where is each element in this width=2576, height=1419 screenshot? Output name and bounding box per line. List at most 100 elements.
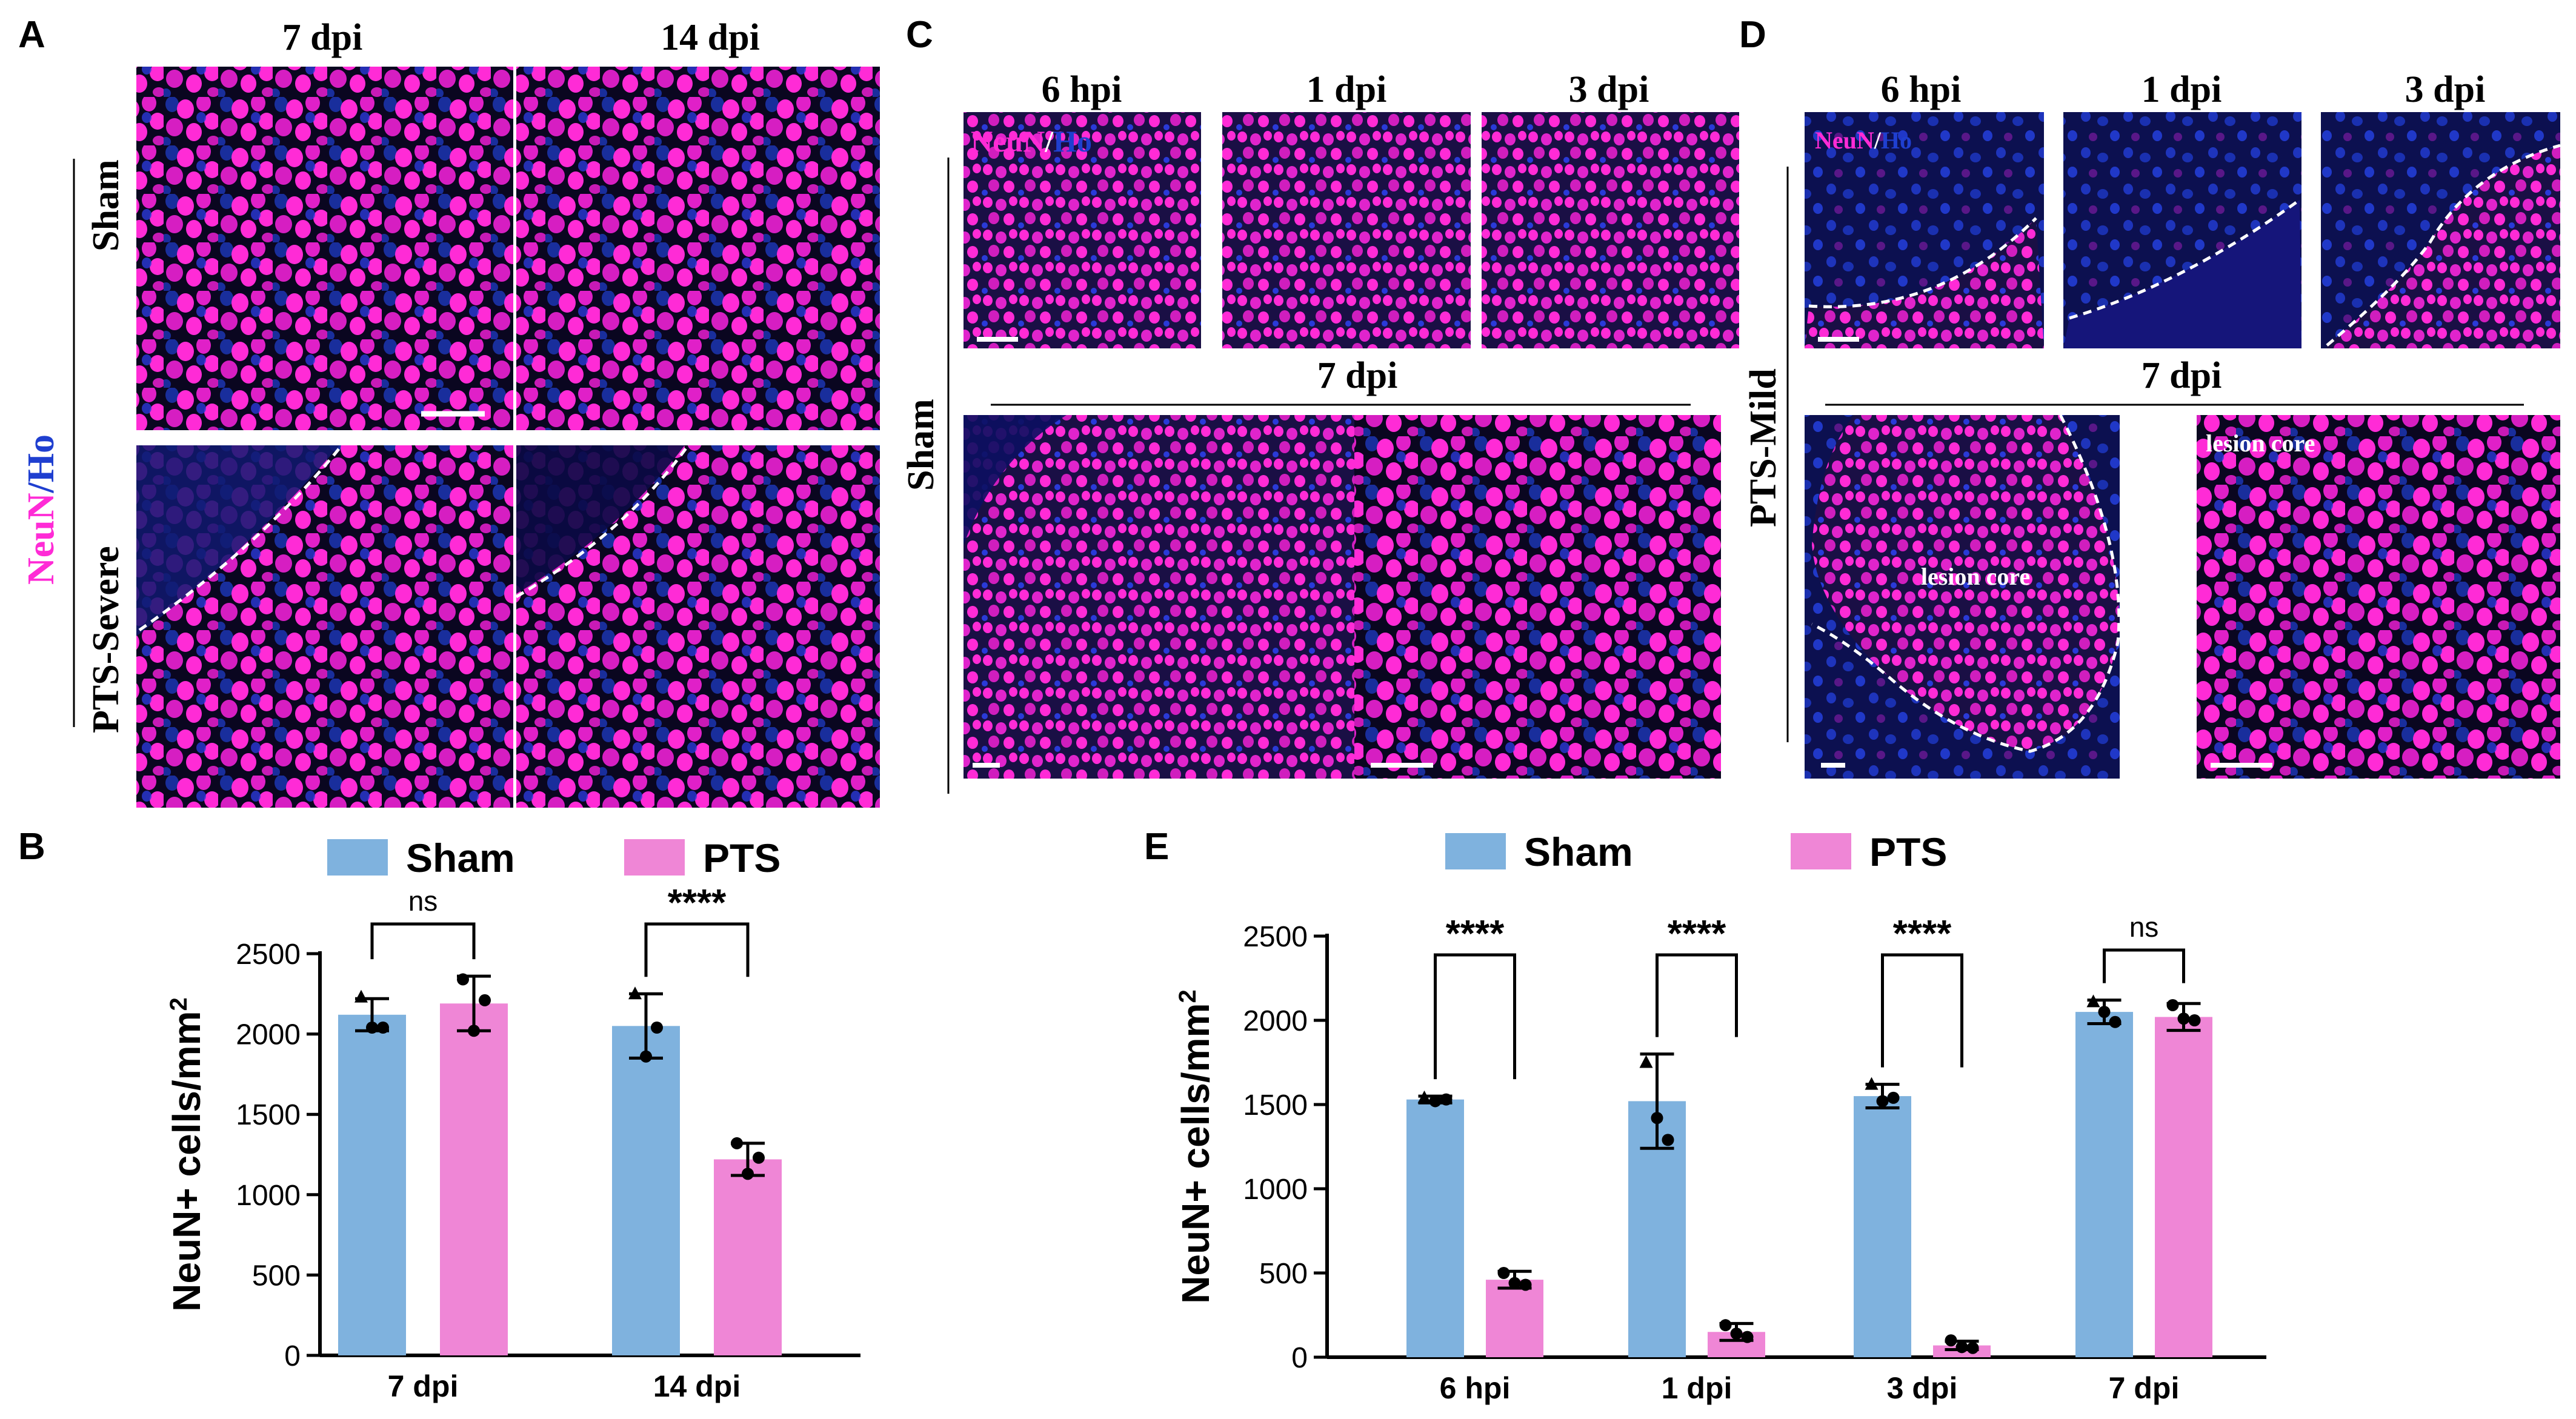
y-tick-label: 500 (1259, 1258, 1308, 1290)
data-point (651, 1021, 663, 1034)
panel-c-title-1dpi: 1 dpi (1306, 69, 1387, 110)
y-tick-label: 1500 (236, 1099, 301, 1131)
micrograph-d-7dpi-lesion-core-area (1812, 415, 2119, 751)
x-tick-label: 3 dpi (1887, 1371, 1958, 1405)
panel-c: C 6 hpi 1 dpi 3 dpi NeuN/Ho Sham 7 dpi (900, 14, 1739, 794)
panel-c-neun: NeuN (971, 124, 1045, 158)
micrograph-c-6hpi (964, 112, 1201, 348)
lesion-border-d-6hpi (1808, 217, 2037, 308)
x-tick-label: 7 dpi (388, 1369, 459, 1403)
significance-label: **** (1668, 913, 1726, 955)
data-point (1429, 1095, 1442, 1108)
panel-c-title-3dpi: 3 dpi (1569, 69, 1649, 110)
legend-swatch-pts (1791, 833, 1851, 869)
data-point (1497, 1267, 1510, 1279)
micrograph-c-7dpi-low (964, 415, 1376, 779)
micrograph-c-7dpi-high (1354, 415, 1721, 779)
y-tick-label: 2000 (236, 1019, 301, 1051)
significance-bracket (2103, 948, 2185, 983)
micrograph-d-3dpi-tissue (2327, 145, 2560, 348)
panel-b-letter: B (18, 826, 45, 868)
panel-e-letter: E (1144, 826, 1169, 868)
chart-e: 0 500 1000 1500 2000 2500 NeuN+ cells/mm2 Sham P… (1174, 829, 2266, 1405)
y-axis-label: NeuN+ cells/mm2 (1174, 989, 1217, 1303)
data-point (1945, 1334, 1957, 1347)
data-point (628, 986, 642, 1000)
micrograph-a-sham-7dpi (136, 67, 513, 430)
data-point (2109, 1015, 2122, 1028)
panel-a-row-label-sham: Sham (85, 159, 127, 251)
data-point (731, 1137, 743, 1149)
panel-d: D 6 hpi 1 dpi 3 dpi NeuN/Ho PTS-Mild 7 d… (1739, 14, 2561, 779)
bar-sham-0 (1406, 1099, 1464, 1357)
data-point (2177, 1012, 2190, 1025)
panel-c-slash: / (1044, 124, 1054, 158)
micrograph-c-7dpi-low-edge (964, 415, 1067, 545)
data-point (354, 989, 368, 1003)
micrograph-a-sham-14dpi (516, 67, 880, 430)
panel-d-neun: NeuN (1815, 127, 1874, 154)
data-point (479, 994, 491, 1006)
data-point (1417, 1090, 1431, 1103)
micrograph-d-6hpi-tissue (1805, 218, 2044, 348)
x-tick-label: 14 dpi (653, 1369, 741, 1403)
x-tick-label: 6 hpi (1440, 1371, 1511, 1405)
data-point (753, 1151, 765, 1164)
data-point (1651, 1112, 1663, 1125)
panel-d-letter: D (1739, 14, 1766, 56)
y-tick-label: 2000 (1243, 1005, 1308, 1037)
y-tick-label: 2500 (1243, 921, 1308, 953)
lesion-border-d-3dpi (2326, 144, 2561, 347)
lesion-border-d-7dpi (1811, 414, 2121, 753)
y-tick-label: 500 (252, 1260, 301, 1292)
panel-e: E 0 500 1000 1500 2000 2500 NeuN+ cells/mm2 Sha… (1144, 826, 2266, 1405)
y-tick-label: 0 (1291, 1342, 1308, 1374)
data-point (2188, 1014, 2201, 1026)
panel-c-title-7dpi: 7 dpi (1317, 355, 1398, 396)
data-point (457, 973, 469, 986)
legend-label-pts: PTS (703, 836, 780, 880)
ho-label: Ho (21, 434, 62, 482)
bar-pts-1 (714, 1159, 782, 1355)
bar-sham-0 (338, 1014, 406, 1355)
panel-a-letter: A (18, 14, 45, 56)
significance-bracket (1881, 953, 1963, 1068)
neun-label: NeuN (21, 493, 62, 585)
x-tick-label: 7 dpi (2109, 1371, 2180, 1405)
lesion-border-a-14dpi (515, 447, 688, 599)
micrograph-c-3dpi (1482, 112, 1739, 348)
panel-a-row-label-pts: PTS-Severe (85, 546, 127, 733)
data-point (1865, 1077, 1879, 1090)
panel-c-stain-label: NeuN/Ho (971, 124, 1092, 158)
micrograph-d-1dpi-lower (2063, 200, 2301, 348)
panel-c-title-6hpi: 6 hpi (1042, 69, 1122, 110)
legend-swatch-sham (327, 839, 388, 876)
data-point (1887, 1091, 1900, 1104)
lesion-border-d-1dpi (2069, 198, 2301, 320)
significance-label: **** (1893, 913, 1952, 955)
bar-pts-3 (2155, 1017, 2212, 1357)
chart-b: 0 500 1000 1500 2000 2500 NeuN+ cells/mm2 Sham P… (165, 836, 860, 1403)
y-axis-label: NeuN+ cells/mm2 (165, 997, 208, 1311)
panel-d-row-label: PTS-Mild (1743, 368, 1784, 527)
bar-sham-3 (2075, 1012, 2133, 1357)
lesion-border-a-7dpi (138, 447, 341, 632)
data-point (1519, 1278, 1532, 1291)
data-point (2098, 1006, 2111, 1019)
significance-label: **** (1446, 913, 1505, 955)
data-point (1966, 1341, 1979, 1354)
y-tick-label: 1000 (1243, 1174, 1308, 1206)
bar-pts-0 (440, 1003, 508, 1355)
y-tick-label: 1000 (236, 1180, 301, 1212)
panel-b: B 0 500 1000 1500 2000 2500 NeuN+ cells/mm2 Sha… (18, 826, 860, 1403)
panel-d-slash: / (1874, 127, 1882, 154)
panel-a-stain-label: NeuN/Ho (21, 434, 62, 585)
y-axis-label-superscript: 2 (165, 997, 192, 1011)
significance-bracket (1656, 953, 1738, 1037)
legend-swatch-pts (624, 839, 685, 876)
micrograph-d-7dpi-high (2197, 415, 2560, 779)
panel-d-ho: Ho (1881, 127, 1912, 154)
bar-pts-0 (1486, 1280, 1543, 1357)
